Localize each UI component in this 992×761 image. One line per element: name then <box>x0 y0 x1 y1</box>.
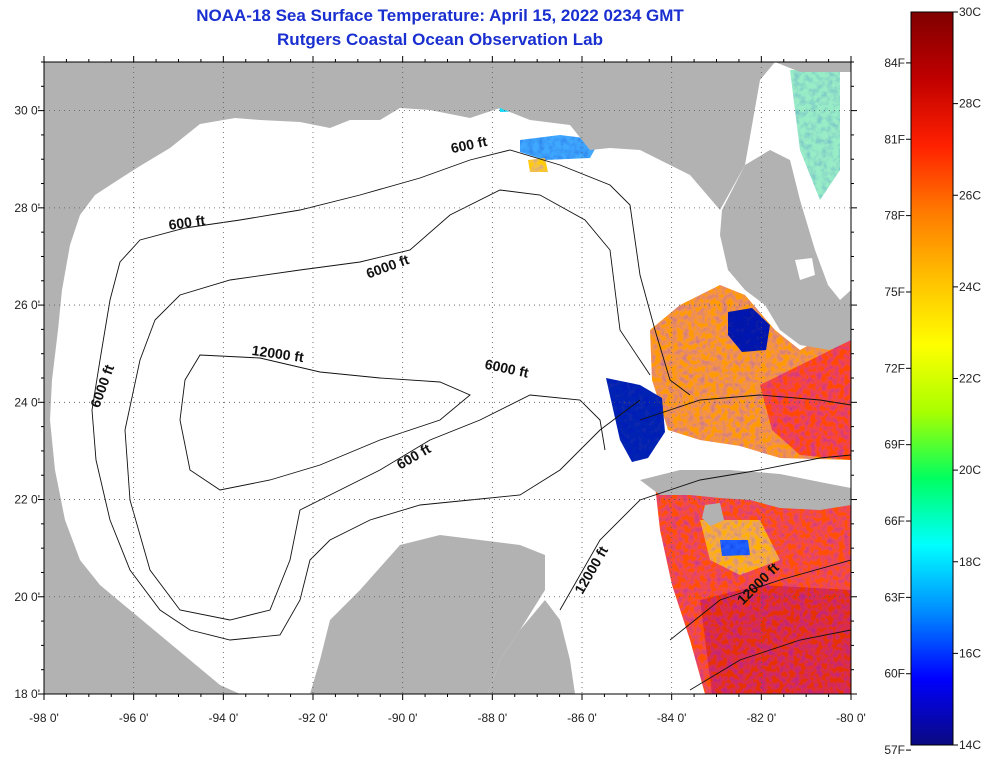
lat-tick-label: 26 0' <box>14 298 40 312</box>
sst-cold-patch-west-straits <box>606 378 665 462</box>
bathymetry-contours <box>91 149 851 691</box>
sst-data-layer <box>498 70 851 694</box>
map-subtitle: Rutgers Coastal Ocean Observation Lab <box>277 30 603 49</box>
lon-tick-label: -84 0' <box>657 711 687 725</box>
colorbar-celsius-label: 16C <box>959 646 981 660</box>
lon-tick-label: -88 0' <box>478 711 508 725</box>
colorbar-fahrenheit-label: 60F <box>884 667 905 681</box>
sst-hot-region-keys <box>760 340 851 460</box>
land-northeast-corner <box>835 62 851 72</box>
contour-label: 600 ft <box>449 133 488 156</box>
sst-yellow-north-gulf <box>528 158 548 172</box>
land-cuba <box>640 470 851 510</box>
lon-tick-label: -96 0' <box>119 711 149 725</box>
colorbar-fahrenheit-label: 66F <box>884 514 905 528</box>
lon-tick-label: -90 0' <box>388 711 418 725</box>
lon-tick-label: -98 0' <box>29 711 59 725</box>
latitude-labels: 18 0' 20 0' 22 0' 24 0' 26 0' 28 0' 30 0' <box>14 104 40 701</box>
colorbar-fahrenheit-label: 69F <box>884 438 905 452</box>
colorbar-fahrenheit-label: 57F <box>884 743 905 757</box>
contour-caribbean-deep <box>669 559 851 641</box>
contour-label: 12000 ft <box>251 342 305 365</box>
contour-6000ft <box>124 189 651 431</box>
lat-tick-label: 24 0' <box>14 395 40 409</box>
graticule <box>44 62 851 694</box>
lat-tick-label: 30 0' <box>14 104 40 118</box>
colorbar-celsius-label: 14C <box>959 738 981 752</box>
land-usa-mexico-west <box>44 62 851 694</box>
contour-6000ft-south <box>124 394 606 621</box>
map-title: NOAA-18 Sea Surface Temperature: April 1… <box>196 6 684 25</box>
sst-darker-red-south <box>700 585 851 694</box>
lat-tick-label: 28 0' <box>14 201 40 215</box>
lon-tick-label: -82 0' <box>747 711 777 725</box>
colorbar-celsius-label: 20C <box>959 463 981 477</box>
land-florida-peninsula <box>720 150 851 350</box>
colorbar-fahrenheit-label: 63F <box>884 590 905 604</box>
colorbar-celsius-label: 24C <box>959 280 981 294</box>
colorbar-celsius-label: 28C <box>959 97 981 111</box>
lon-tick-label: -80 0' <box>836 711 866 725</box>
contour-straits <box>639 394 851 421</box>
contour-600ft-west <box>91 359 641 641</box>
lat-tick-label: 20 0' <box>14 590 40 604</box>
contour-caribbean-deep2 <box>689 629 851 691</box>
land-yucatan-peninsula <box>310 535 545 694</box>
lat-tick-label: 22 0' <box>14 493 40 507</box>
colorbar-fahrenheit-label: 84F <box>884 56 905 70</box>
sst-blue-specks-cuba <box>720 540 750 556</box>
contour-label: 600 ft <box>168 212 207 233</box>
contour-12000ft <box>179 354 471 491</box>
longitude-labels: -98 0' -96 0' -94 0' -92 0' -90 0' -88 0' -86 … <box>29 711 866 725</box>
colorbar-celsius-label: 26C <box>959 188 981 202</box>
colorbar <box>910 11 954 746</box>
land-isla-juventud <box>702 503 724 526</box>
contour-600ft <box>99 149 691 396</box>
contour-12000ft-caribbean <box>559 454 851 611</box>
colorbar-ticks <box>906 11 958 751</box>
colorbar-celsius-label: 22C <box>959 372 981 386</box>
colorbar-fahrenheit-label: 78F <box>884 209 905 223</box>
colorbar-fahrenheit-labels: 84F 81F 78F 75F 72F 69F 66F 63F 60F 57F <box>884 56 905 757</box>
colorbar-celsius-labels: 30C 28C 26C 24C 22C 20C 18C 16C 14C <box>959 5 981 752</box>
land-central-america <box>488 600 575 694</box>
colorbar-fahrenheit-label: 81F <box>884 132 905 146</box>
sst-mixed-north-gulf <box>520 135 600 160</box>
land-layer <box>44 62 851 694</box>
sst-fl-east-coast <box>790 70 840 200</box>
colorbar-fahrenheit-label: 75F <box>884 285 905 299</box>
lon-tick-label: -94 0' <box>209 711 239 725</box>
sst-cold-patch-fl-bay <box>728 308 770 352</box>
lon-tick-label: -92 0' <box>298 711 328 725</box>
colorbar-celsius-label: 18C <box>959 555 981 569</box>
lat-tick-label: 18 0' <box>14 687 40 701</box>
axis-ticks <box>38 56 857 700</box>
colorbar-fahrenheit-label: 72F <box>884 361 905 375</box>
colorbar-celsius-label: 30C <box>959 5 981 19</box>
lon-tick-label: -86 0' <box>567 711 597 725</box>
land-lake-okeechobee <box>795 258 815 280</box>
